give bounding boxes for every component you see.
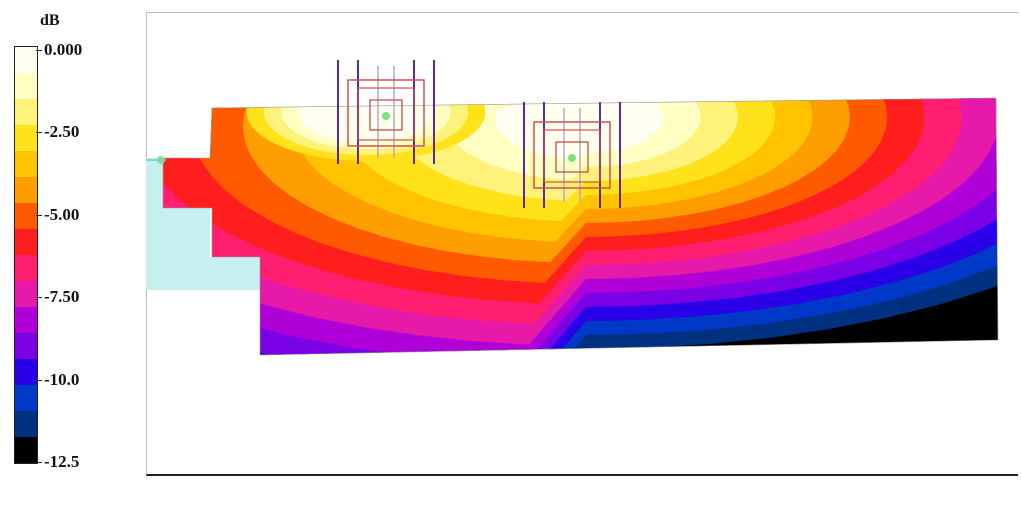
zoom-scan-marker-line (543, 129, 601, 183)
zoom-scan-marker-line (369, 99, 403, 131)
colorbar (14, 46, 38, 464)
zoom-scan-marker-line (568, 154, 576, 162)
colorbar-swatch (15, 411, 37, 437)
zoom-scan-marker (337, 60, 435, 164)
colorbar-swatch (15, 73, 37, 99)
zoom-scan-marker-line (382, 112, 390, 120)
colorbar-swatch (15, 385, 37, 411)
colorbar-swatch (15, 437, 37, 463)
colorbar-swatch (15, 99, 37, 125)
colorbar-unit-label: dB (40, 12, 60, 29)
colorbar-tick-mark (36, 297, 42, 299)
measurement-region-outline (162, 97, 999, 356)
colorbar-swatch (15, 307, 37, 333)
contour-band (298, 98, 434, 143)
colorbar-swatch (15, 177, 37, 203)
colorbar-tick-label: -12.5 (44, 452, 80, 471)
colorbar-swatch (15, 281, 37, 307)
colorbar-swatch (15, 125, 37, 151)
colorbar-tick-mark (36, 379, 42, 381)
zoom-scan-marker-line (555, 141, 589, 173)
colorbar-tick-label: -5.00 (44, 204, 80, 224)
colorbar-tick-mark (36, 50, 42, 51)
contour-bands (163, 98, 998, 355)
zoom-scan-marker-line (347, 79, 425, 147)
colorbar-tick-label: 0.000 (44, 40, 83, 59)
sar-contour-plot (146, 60, 999, 356)
colorbar-swatch (15, 151, 37, 177)
colorbar-swatch (15, 333, 37, 359)
colorbar-swatch (15, 203, 37, 229)
colorbar-tick-label: -10.0 (44, 369, 80, 389)
colorbar-swatch (15, 255, 37, 281)
zoom-scan-marker-line (357, 87, 415, 141)
colorbar-tick-mark (36, 462, 42, 463)
colorbar-tick-mark (36, 132, 42, 134)
zoom-scan-marker (523, 102, 621, 208)
colorbar-tick-mark (36, 214, 42, 216)
colorbar-swatch (15, 47, 37, 73)
colorbar-tick-label: -7.50 (44, 287, 80, 307)
colorbar-swatch (15, 229, 37, 255)
colorbar-swatch (15, 359, 37, 385)
zoom-scan-marker-line (533, 121, 611, 189)
colorbar-tick-label: -2.50 (44, 122, 80, 142)
